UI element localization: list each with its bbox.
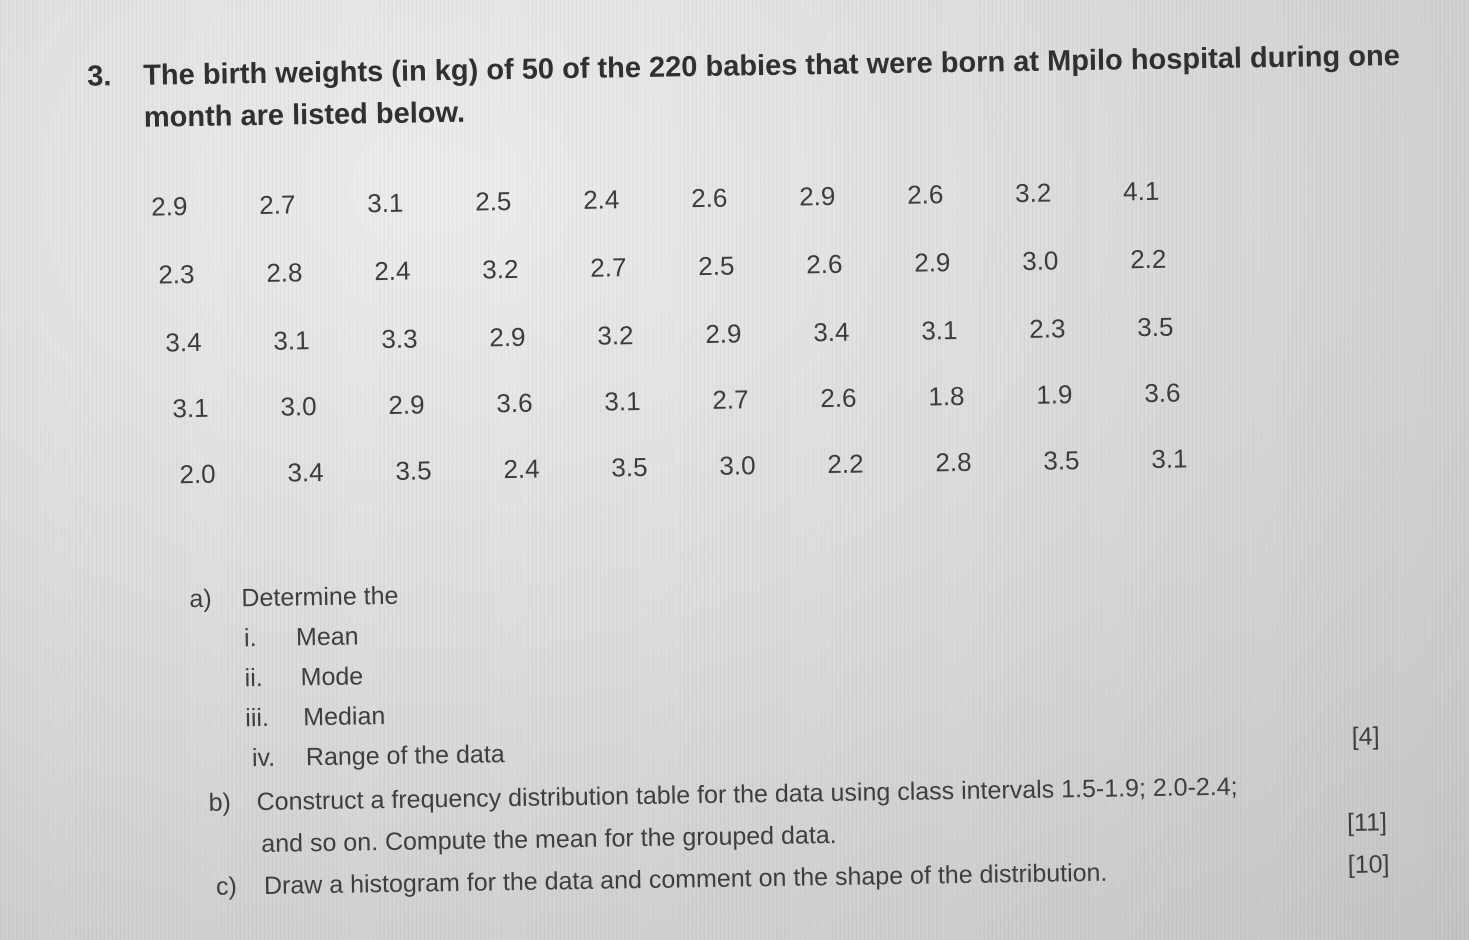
data-value: 3.5	[611, 451, 648, 483]
part-b-label: b)	[208, 788, 232, 817]
data-value: 3.6	[496, 387, 533, 419]
part-a-text: Determine the	[241, 581, 399, 613]
data-value: 2.8	[935, 446, 972, 478]
data-value: 2.2	[1129, 243, 1167, 275]
part-a-item-median: Median	[303, 702, 386, 732]
data-value: 3.1	[1151, 443, 1188, 474]
question-text-line-1: The birth weights (in kg) of 50 of the 2…	[142, 40, 1401, 92]
data-value: 3.4	[165, 326, 202, 358]
part-a-item-number: ii.	[244, 663, 263, 693]
data-row: 2.3 2.8 2.4 3.2 2.7 2.5 2.6 2.9 3.0 2.2	[158, 244, 1167, 300]
data-value: 2.3	[1029, 313, 1066, 344]
part-a-marks: [4]	[1351, 722, 1380, 751]
data-value: 2.9	[798, 180, 836, 212]
data-value: 3.3	[381, 323, 418, 355]
data-value: 2.6	[820, 382, 857, 414]
data-value: 3.2	[482, 253, 519, 285]
question-number: 3.	[86, 60, 112, 93]
data-row: 3.4 3.1 3.3 2.9 3.2 2.9 3.4 3.1 2.3 3.5	[165, 312, 1174, 367]
part-a-item-number: i.	[243, 624, 257, 653]
data-value: 2.9	[705, 318, 742, 349]
data-value: 2.9	[489, 321, 526, 353]
data-value: 2.9	[151, 191, 188, 222]
part-a-item-range: Range of the data	[305, 740, 505, 772]
question-text-line-2: month are listed below.	[143, 96, 466, 134]
data-value: 3.1	[367, 187, 404, 219]
part-a-item-number: iii.	[245, 703, 270, 733]
data-row: 2.9 2.7 3.1 2.5 2.4 2.6 2.9 2.6 3.2 4.1	[151, 176, 1160, 232]
data-value: 3.5	[395, 455, 432, 486]
data-value: 1.9	[1036, 379, 1073, 410]
data-value: 2.4	[503, 453, 540, 485]
data-value: 3.2	[1014, 177, 1052, 209]
part-b-marks: [11]	[1346, 808, 1388, 837]
data-value: 2.3	[158, 258, 195, 290]
data-value: 3.0	[280, 391, 317, 422]
data-value: 3.6	[1144, 377, 1181, 409]
data-value: 2.0	[179, 458, 216, 490]
data-value: 3.1	[604, 385, 641, 417]
data-row: 2.0 3.4 3.5 2.4 3.5 3.0 2.2 2.8 3.5 3.1	[179, 443, 1188, 499]
data-value: 3.4	[813, 316, 850, 348]
data-value: 3.1	[172, 392, 209, 424]
data-row: 3.1 3.0 2.9 3.6 3.1 2.7 2.6 1.8 1.9 3.6	[172, 378, 1181, 433]
data-value: 4.1	[1122, 175, 1160, 207]
data-value: 2.4	[374, 255, 411, 287]
part-a-item-number: iv.	[251, 743, 276, 773]
data-value: 3.1	[921, 315, 958, 346]
data-value: 3.5	[1137, 311, 1174, 343]
data-value: 2.5	[474, 185, 512, 217]
part-c-marks: [10]	[1347, 850, 1390, 879]
data-value: 2.9	[914, 247, 951, 278]
part-b-text-line-2: and so on. Compute the mean for the grou…	[261, 820, 837, 858]
data-value: 2.2	[827, 448, 864, 480]
data-value: 2.7	[712, 384, 749, 415]
data-value: 3.0	[1021, 245, 1059, 276]
part-c-text: Draw a histogram for the data and commen…	[263, 858, 1108, 900]
part-a-item-mode: Mode	[300, 662, 364, 692]
data-value: 2.6	[690, 182, 728, 214]
data-value: 2.8	[266, 257, 303, 288]
part-c-label: c)	[215, 872, 238, 901]
data-value: 2.5	[698, 250, 735, 282]
part-a-label: a)	[189, 584, 212, 614]
part-a-item-mean: Mean	[295, 622, 359, 652]
data-value: 3.0	[719, 450, 756, 481]
data-value: 2.6	[806, 248, 843, 280]
data-value: 2.9	[388, 389, 425, 420]
data-value: 2.7	[259, 189, 296, 220]
data-value: 3.4	[287, 456, 324, 488]
data-value: 2.6	[906, 179, 944, 210]
data-value: 3.5	[1043, 445, 1080, 476]
part-b-text-line-1: Construct a frequency distribution table…	[256, 772, 1238, 817]
data-value: 1.8	[928, 380, 965, 412]
data-value: 2.4	[582, 184, 620, 215]
data-value: 3.1	[273, 325, 310, 356]
data-value: 2.7	[590, 252, 627, 283]
data-value: 3.2	[597, 320, 634, 351]
